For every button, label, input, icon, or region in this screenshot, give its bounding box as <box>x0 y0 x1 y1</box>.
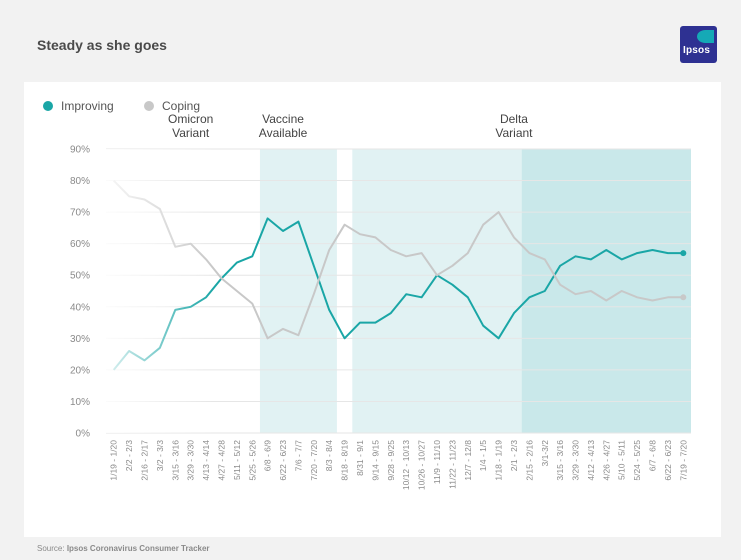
coping-end-point <box>680 294 687 301</box>
x-tick-label: 2/1 - 2/3 <box>509 440 519 471</box>
improving-legend-label: Improving <box>61 99 114 113</box>
improving-legend-marker <box>43 101 53 111</box>
annotation-label: Available <box>259 126 308 140</box>
x-tick-label: 5/24 - 5/25 <box>632 440 642 481</box>
shaded-period-2 <box>521 149 691 433</box>
x-tick-label: 9/14 - 9/15 <box>370 440 380 481</box>
annotation-label: Variant <box>172 126 210 140</box>
line-chart: 0% 10% 20% 30% 40% 50% 60% 70% 80% 90% 1/19 - 1/20… <box>43 99 691 490</box>
x-tick-label: 5/10 - 5/11 <box>617 440 627 480</box>
source-note: Source: Ipsos Coronavirus Consumer Track… <box>37 544 210 553</box>
source-text: Ipsos Coronavirus Consumer Tracker <box>66 544 210 553</box>
y-tick-label: 10% <box>70 397 90 408</box>
logo-text: Ipsos <box>683 45 711 56</box>
x-tick-label: 10/12 - 10/13 <box>401 440 411 490</box>
x-tick-label: 2/2 - 2/3 <box>124 440 134 471</box>
x-tick-label: 7/19 - 7/20 <box>678 440 688 481</box>
x-tick-label: 3/29 - 3/30 <box>186 440 196 481</box>
x-tick-label: 6/7 - 6/8 <box>648 440 658 471</box>
annotation-label: Delta <box>500 112 528 126</box>
x-tick-label: 8/18 - 8/19 <box>340 440 350 481</box>
x-tick-label: 1/18 - 1/19 <box>494 440 504 481</box>
improving-end-point <box>680 250 687 257</box>
logo-mark-icon <box>697 30 714 43</box>
coping-legend-marker <box>144 101 154 111</box>
x-tick-label: 12/7 - 12/8 <box>463 440 473 481</box>
x-tick-label: 2/15 - 2/16 <box>524 440 534 481</box>
y-tick-label: 40% <box>70 302 90 313</box>
x-tick-label: 5/25 - 5/26 <box>247 440 257 481</box>
annotation-label: Vaccine <box>262 112 304 126</box>
annotation-label: Variant <box>495 126 533 140</box>
x-tick-label: 3/15 - 3/16 <box>170 440 180 481</box>
x-tick-label: 4/26 - 4/27 <box>601 440 611 481</box>
source-label: Source: <box>37 544 65 553</box>
x-tick-label: 11/22 - 11/23 <box>447 440 457 489</box>
x-tick-label: 8/31 - 9/1 <box>355 440 365 476</box>
x-tick-label: 3/15 - 3/16 <box>555 440 565 481</box>
x-tick-label: 4/12 - 4/13 <box>586 440 596 481</box>
x-tick-label: 3/1-3/2 <box>540 440 550 467</box>
x-tick-label: 1/4 - 1/5 <box>478 440 488 471</box>
x-tick-label: 7/6 - 7/7 <box>293 440 303 471</box>
coping-legend-label: Coping <box>162 99 200 113</box>
annotation-label: Omicron <box>168 112 213 126</box>
x-tick-label: 4/27 - 4/28 <box>216 440 226 481</box>
x-tick-label: 3/2 - 3/3 <box>155 440 165 471</box>
y-tick-label: 60% <box>70 239 90 250</box>
shaded-period-1 <box>352 149 522 433</box>
shaded-period-0 <box>259 149 337 433</box>
x-tick-label: 3/29 - 3/30 <box>571 440 581 481</box>
x-tick-label: 8/3 - 8/4 <box>324 440 334 471</box>
x-tick-label: 5/11 - 5/12 <box>232 440 242 480</box>
chart-card: 0% 10% 20% 30% 40% 50% 60% 70% 80% 90% 1/19 - 1/20… <box>24 82 721 537</box>
x-tick-label: 6/8 - 6/9 <box>263 440 273 471</box>
x-tick-label: 7/20 - 7/20 <box>309 440 319 481</box>
x-tick-label: 9/28 - 9/25 <box>386 440 396 481</box>
x-tick-label: 2/16 - 2/17 <box>139 440 149 481</box>
y-tick-label: 50% <box>70 271 90 282</box>
y-tick-label: 70% <box>70 208 90 219</box>
y-tick-label: 90% <box>70 145 90 156</box>
y-tick-label: 20% <box>70 365 90 376</box>
x-tick-label: 6/22 - 6/23 <box>663 440 673 481</box>
y-tick-label: 0% <box>76 429 91 440</box>
y-tick-label: 80% <box>70 176 90 187</box>
x-tick-label: 11/9 - 11/10 <box>432 440 442 484</box>
fade-overlay <box>106 149 214 433</box>
x-tick-label: 6/22 - 6/23 <box>278 440 288 481</box>
y-tick-label: 30% <box>70 334 90 345</box>
page-title: Steady as she goes <box>37 37 167 53</box>
ipsos-logo: Ipsos <box>680 26 717 63</box>
x-tick-label: 4/13 - 4/14 <box>201 440 211 481</box>
x-tick-label: 10/26 - 10/27 <box>417 440 427 490</box>
x-tick-label: 1/19 - 1/20 <box>109 440 119 481</box>
